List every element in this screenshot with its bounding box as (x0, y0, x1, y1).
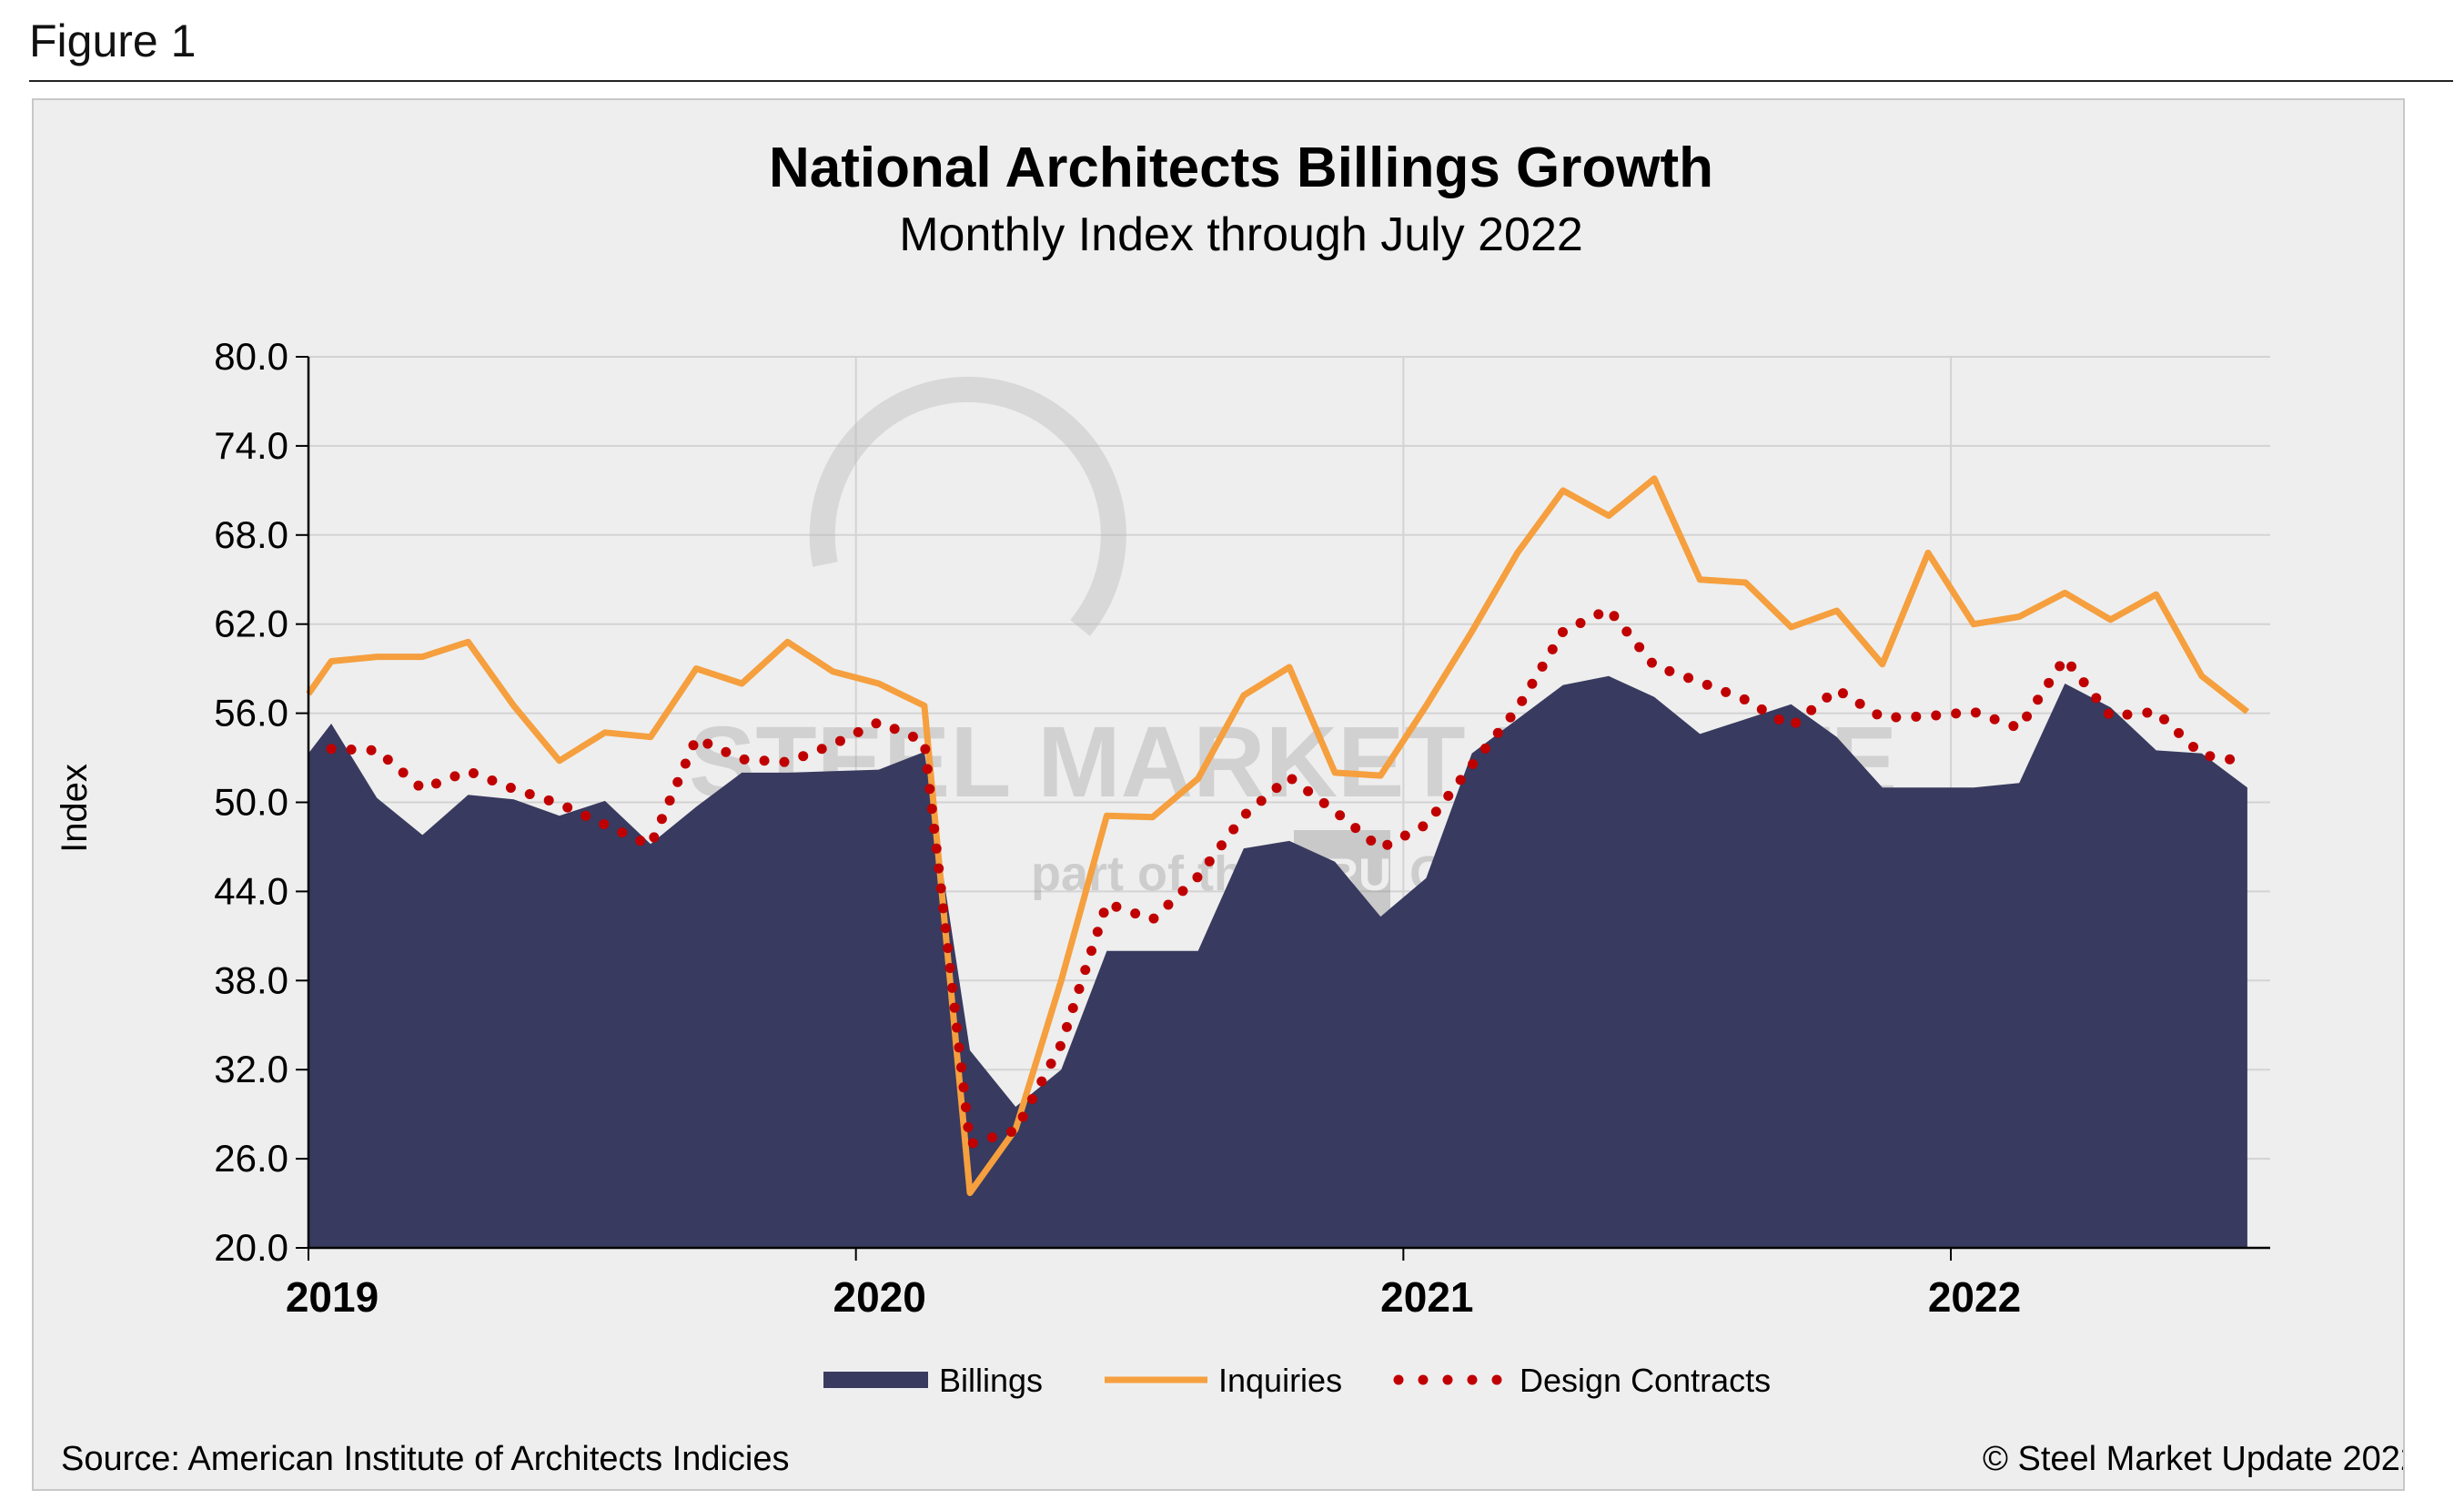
series-line-design-contracts (326, 603, 2253, 1150)
x-axis-ticks: 2019 2020 2021 2022 (286, 1248, 2021, 1321)
watermark-arc (809, 376, 1126, 636)
y-tick-label: 44.0 (214, 869, 288, 912)
y-tick-label: 20.0 (214, 1226, 288, 1269)
y-tick-label: 50.0 (214, 781, 288, 824)
figure-divider (29, 80, 2453, 82)
x-tick-label: 2019 (286, 1273, 379, 1321)
series-line-inquiries (306, 475, 2250, 1197)
y-tick-label: 38.0 (214, 958, 288, 1001)
x-tick-label: 2022 (1928, 1273, 2021, 1321)
legend-swatch-billings (823, 1372, 928, 1388)
y-tick-label: 80.0 (214, 335, 288, 378)
x-tick-label: 2020 (833, 1273, 926, 1321)
chart-canvas: National Architects Billings Growth Mont… (55, 137, 2403, 1478)
chart-subtitle: Monthly Index through July 2022 (899, 208, 1583, 261)
y-tick-label: 32.0 (214, 1048, 288, 1090)
legend-label-inquiries: Inquiries (1218, 1362, 1342, 1399)
legend: Billings Inquiries Design Contracts (823, 1362, 1771, 1399)
legend-label-billings: Billings (939, 1362, 1043, 1399)
copyright-note: © Steel Market Update 2022 (1983, 1440, 2403, 1478)
legend-label-design-contracts: Design Contracts (1520, 1362, 1771, 1399)
source-note: Source: American Institute of Architects… (61, 1440, 790, 1478)
chart-panel: National Architects Billings Growth Mont… (32, 98, 2405, 1491)
figure-label: Figure 1 (29, 15, 197, 66)
y-tick-label: 56.0 (214, 692, 288, 735)
x-tick-label: 2021 (1380, 1273, 1473, 1321)
chart-title: National Architects Billings Growth (769, 137, 1713, 199)
series-layer (306, 475, 2253, 1248)
y-axis-ticks: 20.0 26.0 32.0 38.0 44.0 50.0 56.0 62.0 68.0 74.0… (214, 335, 308, 1269)
y-tick-label: 68.0 (214, 513, 288, 556)
y-axis-label: Index (55, 764, 95, 853)
y-tick-label: 74.0 (214, 424, 288, 467)
series-area-billings (308, 675, 2247, 1248)
y-tick-label: 26.0 (214, 1137, 288, 1180)
y-tick-label: 62.0 (214, 603, 288, 645)
